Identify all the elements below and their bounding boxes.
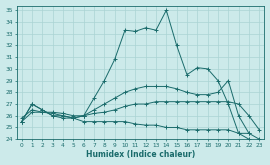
X-axis label: Humidex (Indice chaleur): Humidex (Indice chaleur): [86, 150, 195, 159]
